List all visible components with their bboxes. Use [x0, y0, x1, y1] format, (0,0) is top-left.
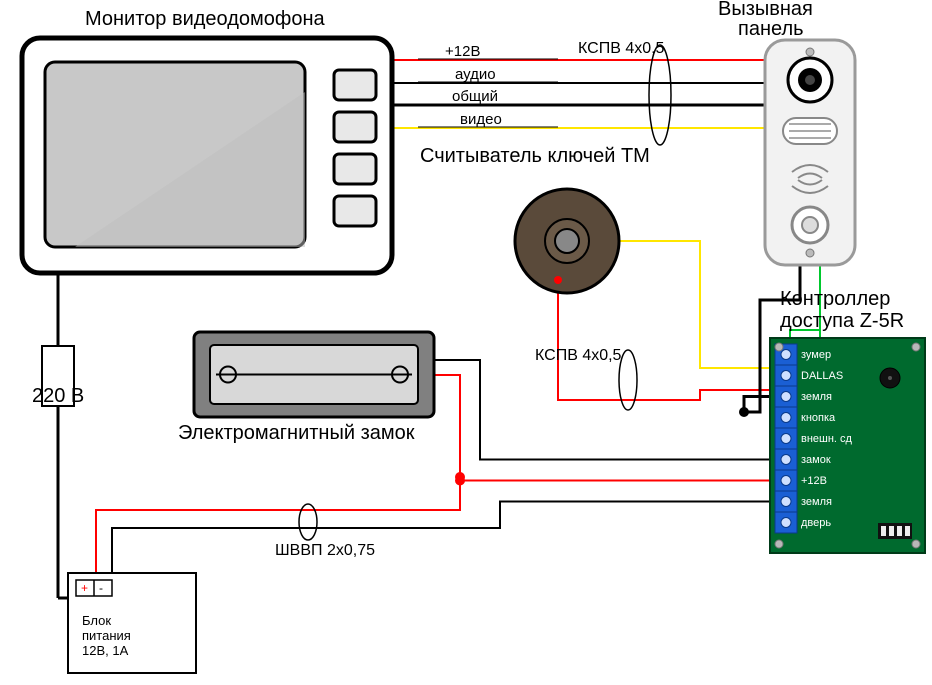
lock-title: Электромагнитный замок — [178, 422, 415, 445]
svg-text:+12В: +12В — [445, 43, 480, 60]
ctrl-title-2: доступа Z-5R — [780, 310, 904, 333]
svg-text:кнопка: кнопка — [801, 412, 836, 424]
svg-text:внешн. сд: внешн. сд — [801, 433, 853, 445]
cable-shvvp: ШВВП 2x0,75 — [275, 542, 375, 560]
svg-text:земля: земля — [801, 391, 832, 403]
svg-text:общий: общий — [452, 88, 498, 105]
svg-text:дверь: дверь — [801, 517, 831, 529]
cable-kspv-1: КСПВ 4x0,5 — [578, 40, 664, 58]
psu-line2: питания — [82, 628, 131, 643]
monitor-title: Монитор видеодомофона — [85, 8, 325, 31]
svg-text:аудио: аудио — [455, 66, 496, 83]
ctrl-title-1: Контроллер — [780, 288, 890, 311]
svg-text:земля: земля — [801, 496, 832, 508]
reader-title: Считыватель ключей TM — [420, 145, 650, 168]
svg-text:видео: видео — [460, 111, 502, 128]
panel-title-2: панель — [738, 18, 804, 41]
svg-text:зумер: зумер — [801, 349, 831, 361]
svg-text:замок: замок — [801, 454, 831, 466]
psu-line1: Блок — [82, 613, 111, 628]
mains-label: 220 В — [32, 385, 84, 408]
cable-kspv-2: КСПВ 4x0,5 — [535, 347, 621, 365]
svg-text:-: - — [99, 581, 103, 595]
svg-text:+12В: +12В — [801, 475, 827, 487]
psu-line3: 12В, 1А — [82, 643, 128, 658]
svg-text:DALLAS: DALLAS — [801, 370, 843, 382]
svg-text:+: + — [81, 581, 88, 595]
